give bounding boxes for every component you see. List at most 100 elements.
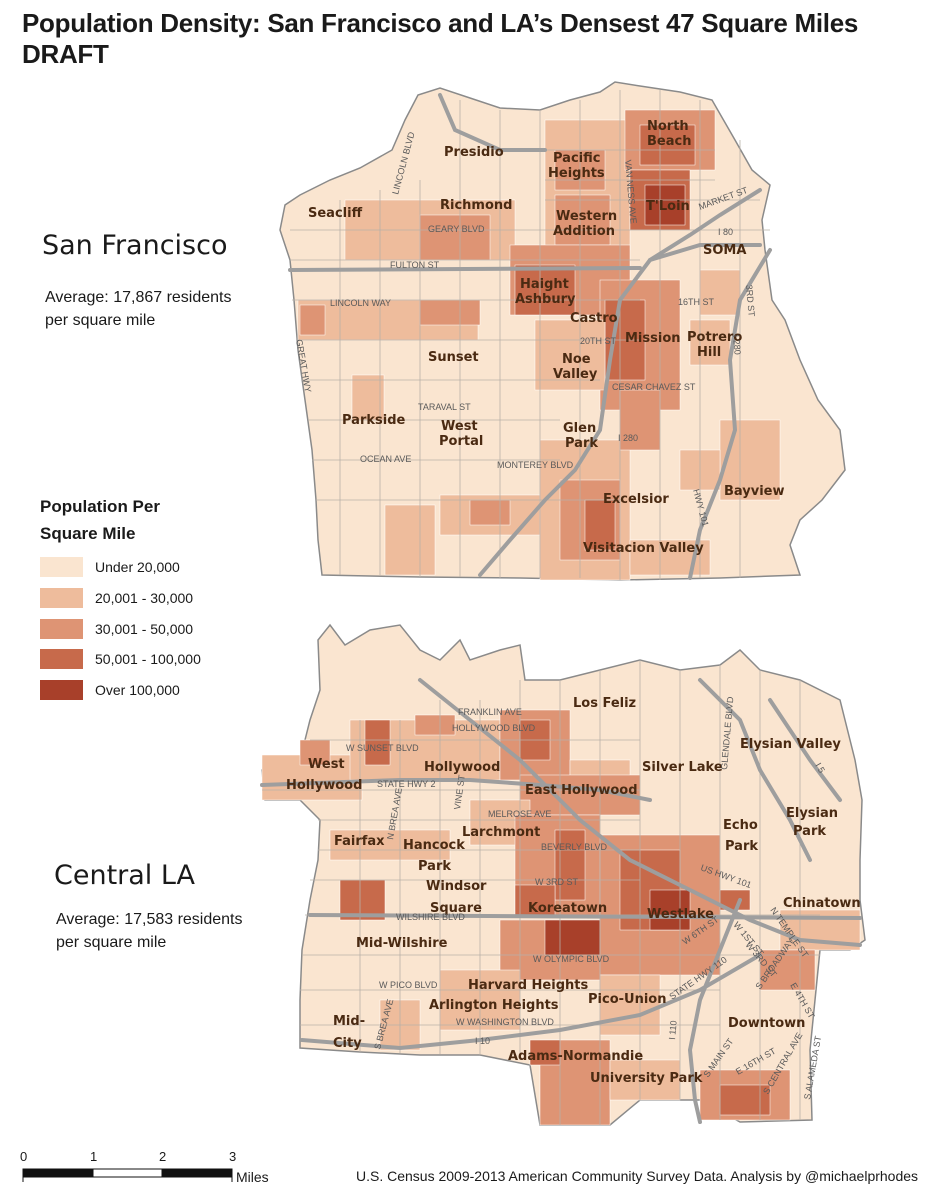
st-fulton: FULTON ST	[390, 260, 440, 270]
la-average-line-1: Average: 17,583 residents	[56, 911, 243, 928]
st-hollywood-blvd: HOLLYWOOD BLVD	[452, 723, 536, 733]
nb-soma: SOMA	[703, 243, 746, 258]
la-road-network	[262, 660, 820, 1125]
nb-hollywood: Hollywood	[424, 760, 500, 775]
sf-highways	[288, 93, 772, 580]
st-melrose: MELROSE AVE	[488, 809, 551, 819]
nb-western-addition: Western Addition	[553, 209, 617, 239]
nb-east-hollywood: East Hollywood	[525, 783, 638, 798]
nb-fairfax: Fairfax	[334, 834, 385, 849]
nb-adams-normandie: Adams-Normandie	[508, 1049, 643, 1064]
legend-item-1: Under 20,000	[40, 556, 180, 578]
nb-excelsior: Excelsior	[603, 492, 669, 507]
st-geary: GEARY BLVD	[428, 224, 485, 234]
title-line-2: DRAFT	[22, 39, 109, 69]
st-cesar-chavez: CESAR CHAVEZ ST	[612, 382, 696, 392]
nb-mid-wilshire: Mid-Wilshire	[356, 936, 448, 951]
la-map: Los Feliz Elysian Valley West Hollywood H…	[260, 623, 866, 1126]
sf-average-line-2: per square mile	[45, 312, 156, 329]
la-average: Average: 17,583 residents per square mil…	[56, 908, 243, 954]
st-taraval: TARAVAL ST	[418, 402, 471, 412]
st-i280: I 280	[731, 334, 743, 355]
nb-castro: Castro	[570, 311, 618, 326]
legend-item-5: Over 100,000	[40, 679, 180, 701]
nb-parkside: Parkside	[342, 413, 406, 428]
st-washington: W WASHINGTON BLVD	[456, 1017, 554, 1027]
nb-university-park: University Park	[590, 1071, 703, 1086]
source-credit: U.S. Census 2009-2013 American Community…	[356, 1168, 919, 1184]
nb-larchmont: Larchmont	[462, 825, 540, 840]
nb-echo-park: Echo Park	[723, 818, 758, 854]
nb-visitacion-valley: Visitacion Valley	[583, 541, 704, 556]
nb-bayview: Bayview	[724, 484, 785, 499]
nb-potrero-hill: Potrero Hill	[687, 330, 742, 360]
scale-tick-0: 0	[20, 1149, 28, 1164]
nb-west-hollywood: West Hollywood	[286, 757, 362, 793]
nb-sunset: Sunset	[428, 350, 479, 365]
legend-item-4: 50,001 - 100,000	[40, 648, 201, 670]
st-hwy2: STATE HWY 2	[377, 779, 436, 789]
scale-tick-3: 3	[229, 1149, 237, 1164]
nb-windsor-square: Windsor Square	[426, 879, 487, 916]
title-line-1: Population Density: San Francisco and LA…	[22, 8, 859, 38]
legend-label-3: 30,001 - 50,000	[95, 621, 194, 637]
map-title: Population Density: San Francisco and LA…	[22, 8, 858, 70]
st-franklin: FRANKLIN AVE	[458, 707, 522, 717]
st-ocean: OCEAN AVE	[360, 454, 411, 464]
la-tracts	[261, 709, 861, 1126]
legend-title: Population Per Square Mile	[40, 493, 160, 547]
nb-glen-park: Glen Park	[563, 421, 598, 451]
nb-west-portal: West Portal	[439, 419, 483, 449]
la-highways	[260, 678, 862, 1124]
nb-silver-lake: Silver Lake	[642, 760, 723, 775]
st-beverly: BEVERLY BLVD	[541, 842, 608, 852]
st-i110: I 110	[667, 1020, 679, 1040]
nb-chinatown: Chinatown	[783, 896, 861, 911]
nb-pico-union: Pico-Union	[588, 992, 666, 1007]
scale-tick-1: 1	[90, 1149, 98, 1164]
legend-swatch-4	[40, 649, 83, 669]
nb-harvard-heights: Harvard Heights	[468, 978, 588, 993]
nb-mid-city: Mid-City	[333, 1014, 365, 1051]
nb-los-feliz: Los Feliz	[573, 696, 636, 711]
nb-richmond: Richmond	[440, 198, 512, 213]
scale-unit: Miles	[236, 1169, 269, 1185]
nb-pacific-heights: Pacific Heights	[548, 151, 605, 181]
sf-neighborhood-labels: North Beach Presidio Pacific Heights Richm…	[308, 119, 785, 556]
la-city-label: Central LA	[54, 860, 196, 891]
nb-seacliff: Seacliff	[308, 206, 363, 221]
legend-label-4: 50,001 - 100,000	[95, 651, 201, 667]
sf-average-line-1: Average: 17,867 residents	[45, 289, 232, 306]
nb-hancock-park: Hancock Park	[403, 838, 465, 874]
nb-elysian-valley: Elysian Valley	[740, 737, 841, 752]
legend-swatch-2	[40, 588, 83, 608]
legend-item-2: 20,001 - 30,000	[40, 587, 193, 609]
legend-swatch-3	[40, 619, 83, 639]
sf-map: North Beach Presidio Pacific Heights Richm…	[279, 81, 846, 581]
sf-road-network	[290, 90, 770, 580]
la-average-line-2: per square mile	[56, 934, 167, 951]
nb-arlington-heights: Arlington Heights	[429, 998, 559, 1013]
st-w3rd: W 3RD ST	[535, 877, 579, 887]
legend-title-line-2: Square Mile	[40, 524, 136, 543]
st-i80: I 80	[718, 227, 733, 237]
st-wilshire: WILSHIRE BLVD	[396, 912, 465, 922]
legend-swatch-1	[40, 557, 83, 577]
st-16th: 16TH ST	[678, 297, 715, 307]
scale-tick-2: 2	[159, 1149, 167, 1164]
st-vine: VINE ST	[452, 774, 467, 811]
legend-label-1: Under 20,000	[95, 559, 180, 575]
legend-title-line-1: Population Per	[40, 497, 160, 516]
st-3rd: 3RD ST	[744, 284, 757, 317]
sf-average: Average: 17,867 residents per square mil…	[45, 286, 232, 332]
st-sunset: W SUNSET BLVD	[346, 743, 419, 753]
sf-city-label: San Francisco	[42, 230, 228, 261]
nb-tloin: T'Loin	[646, 199, 690, 214]
st-lincoln-way: LINCOLN WAY	[330, 298, 391, 308]
legend-label-2: 20,001 - 30,000	[95, 590, 194, 606]
legend-label-5: Over 100,000	[95, 682, 180, 698]
nb-downtown: Downtown	[728, 1016, 805, 1031]
nb-noe-valley: Noe Valley	[553, 352, 598, 382]
nb-mission: Mission	[625, 331, 681, 346]
